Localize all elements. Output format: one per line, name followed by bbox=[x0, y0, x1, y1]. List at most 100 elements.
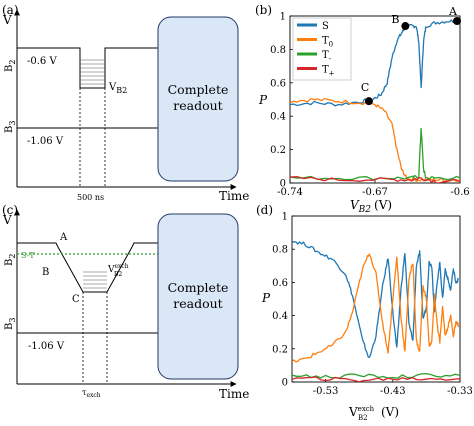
panel-c-y-axis-label: V bbox=[2, 213, 12, 227]
b-x-tick-label: -0.67 bbox=[362, 187, 388, 198]
b-marker-b bbox=[401, 22, 410, 31]
d-series-t--line bbox=[292, 373, 460, 379]
panel-a-b3-label: B bbox=[4, 126, 15, 133]
panel-c-pulse-sub: B2 bbox=[114, 271, 122, 278]
panel-b-y-label: P bbox=[258, 93, 268, 107]
b-y-tick-label: 0 bbox=[280, 179, 286, 190]
b-series-s-line bbox=[290, 19, 460, 107]
panel-a-pulse-label: V bbox=[108, 82, 117, 93]
panel-c-level-b2: B2 bbox=[4, 254, 17, 266]
panel-c-point-a: A bbox=[59, 232, 68, 243]
panel-c-point-b: B bbox=[42, 267, 49, 278]
panel-d-x-label: V bbox=[348, 405, 358, 419]
panel-b-ticks: 0 0.2 0.4 0.6 0.8 1 -0.74 -0.67 -0.6 bbox=[270, 12, 470, 199]
panel-c-b2-label: B bbox=[4, 259, 15, 266]
svg-text:B2: B2 bbox=[4, 60, 17, 72]
b-marker-label-a: A bbox=[448, 5, 458, 18]
panel-a-box-line2: readout bbox=[173, 98, 222, 113]
svg-text:B2: B2 bbox=[4, 254, 17, 266]
panel-a-duration-label: 500 ns bbox=[77, 193, 104, 202]
panel-b: (b) 0 0.2 0.4 0.6 0.8 1 -0.74 -0.67 -0.6 A B C P V… bbox=[255, 3, 470, 215]
panel-a-pulse-waveform bbox=[17, 47, 158, 89]
panel-c-point-c: C bbox=[72, 294, 80, 305]
b-y-tick-label: 0.4 bbox=[270, 112, 286, 123]
panel-b-label: (b) bbox=[255, 3, 272, 17]
panel-a-b2-label: B bbox=[4, 65, 15, 72]
b-legend-label-4: T+ bbox=[322, 65, 335, 78]
b-legend-label-2: T0 bbox=[322, 36, 333, 49]
d-x-tick-label: -0.33 bbox=[447, 386, 473, 397]
svg-text:B3: B3 bbox=[4, 318, 17, 330]
panel-d-ticks: 0 0.2 0.4 0.6 0.8 1 -0.53 -0.43 -0.33 bbox=[272, 212, 473, 398]
panel-c: (c) V Time B2 B3 S-T A B C Vexch B2 -1.06… bbox=[2, 203, 249, 401]
b-series-t0-line bbox=[290, 97, 460, 183]
panel-a-level-b2: B2 bbox=[4, 60, 17, 72]
svg-text:B3: B3 bbox=[4, 121, 17, 133]
d-y-tick-label: 0.8 bbox=[272, 245, 288, 256]
b-legend-label-3: T- bbox=[322, 50, 332, 63]
panel-d-label: (d) bbox=[256, 203, 273, 217]
panel-a-level-b3: B3 bbox=[4, 121, 17, 133]
b-series-t--line bbox=[290, 176, 460, 183]
panel-c-x-axis-label: Time bbox=[219, 387, 249, 401]
panel-b-x-label: V bbox=[350, 198, 360, 212]
panel-c-duration-label: τ bbox=[82, 388, 87, 397]
panel-d-series bbox=[292, 240, 460, 382]
b-y-tick-label: 0.6 bbox=[270, 78, 286, 89]
d-x-tick-label: -0.43 bbox=[380, 386, 406, 397]
panel-b-legend: S T0T- T+ bbox=[292, 17, 352, 81]
d-y-tick-label: 0.4 bbox=[272, 311, 288, 322]
d-series-s-line bbox=[292, 240, 459, 359]
d-series-t--line bbox=[292, 376, 460, 382]
panel-d-y-label: P bbox=[261, 291, 271, 305]
panel-a-voltage-top: -0.6 V bbox=[27, 56, 57, 67]
b-marker-c bbox=[364, 97, 373, 106]
panel-d-x-label-sup: exch bbox=[358, 405, 375, 413]
d-y-tick-label: 0.2 bbox=[272, 344, 288, 355]
b-y-tick-label: 0.8 bbox=[270, 45, 286, 56]
panel-c-b3-sub: 3 bbox=[8, 318, 17, 323]
panel-a-voltage-bottom: -1.06 V bbox=[27, 136, 64, 147]
panel-d-plot-frame bbox=[291, 215, 461, 383]
panel-c-level-b3: B3 bbox=[4, 318, 17, 330]
panel-d-x-label-sub: B2 bbox=[358, 414, 368, 422]
d-y-tick-label: 1 bbox=[282, 212, 288, 223]
svg-text:VB2(V): VB2 (V) bbox=[350, 198, 392, 215]
d-x-tick-label: -0.53 bbox=[313, 386, 339, 397]
panel-a-readout-box bbox=[157, 16, 239, 182]
panel-b-x-label-sub: B2 bbox=[358, 205, 372, 215]
d-y-tick-label: 0.6 bbox=[272, 278, 288, 289]
panel-c-duration-sub: exch bbox=[86, 392, 100, 399]
panel-a-y-axis-label: V bbox=[2, 13, 12, 27]
panel-b-series bbox=[290, 19, 460, 183]
panel-a-b2-sub: 2 bbox=[8, 60, 17, 65]
b-y-tick-label: 1 bbox=[280, 12, 286, 23]
panel-a-pulse-steps bbox=[80, 59, 105, 85]
panel-a-pulse-sub: B2 bbox=[116, 86, 127, 95]
panel-c-pulse-waveform bbox=[17, 242, 158, 293]
panel-c-voltage-bottom: -1.06 V bbox=[28, 341, 65, 352]
b-marker-label-c: C bbox=[361, 81, 369, 94]
panel-a-box-line1: Complete bbox=[168, 82, 229, 97]
panel-c-b2-sub: 2 bbox=[8, 254, 17, 259]
panel-b-x-label-unit: (V) bbox=[374, 198, 392, 212]
svg-text:τexch: τexch bbox=[82, 388, 101, 399]
panel-c-box-line2: readout bbox=[173, 296, 222, 311]
b-marker-label-b: B bbox=[391, 13, 399, 26]
panel-d: (d) 0 0.2 0.4 0.6 0.8 1 -0.53 -0.43 -0.33 P Vexc… bbox=[256, 203, 473, 422]
panel-c-pulse-label: V bbox=[107, 265, 115, 275]
b-x-tick-label: -0.6 bbox=[450, 187, 469, 198]
b-marker-a bbox=[453, 17, 461, 26]
panel-c-b3-label: B bbox=[4, 323, 15, 330]
panel-c-st-label: S-T bbox=[21, 251, 35, 260]
b-y-tick-label: 0.2 bbox=[270, 145, 286, 156]
d-series-t0-line bbox=[292, 253, 460, 363]
b-series-t--line bbox=[290, 127, 460, 181]
svg-text:VB2: VB2 bbox=[108, 82, 127, 95]
b-x-tick-label: -0.74 bbox=[277, 187, 303, 198]
d-y-tick-label: 0 bbox=[282, 378, 288, 389]
panel-a-x-axis-label: Time bbox=[219, 189, 249, 203]
panel-c-readout-box bbox=[157, 213, 239, 380]
